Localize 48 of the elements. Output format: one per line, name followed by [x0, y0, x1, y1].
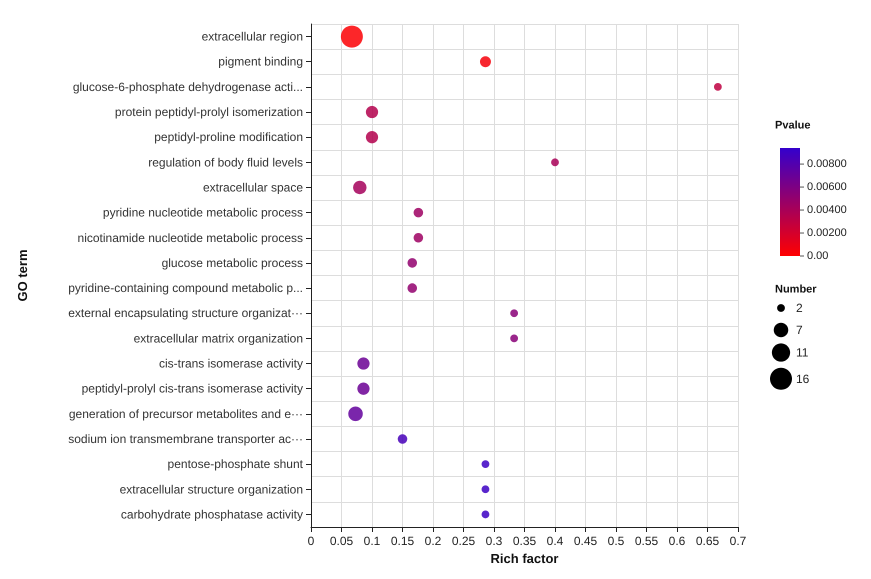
color-bar-label: 0.00800	[807, 158, 847, 170]
y-tick-label: extracellular matrix organization	[134, 331, 303, 346]
y-tick-label: extracellular space	[202, 180, 304, 194]
legend-label: 16	[796, 372, 810, 386]
y-axis-title: GO term	[15, 249, 30, 302]
y-tick-label: regulation of body fluid levels	[148, 155, 303, 170]
y-tick-label: extracellular region	[202, 30, 303, 44]
x-tick-label: 0.05	[330, 534, 354, 548]
x-tick-label: 0.3	[486, 534, 503, 548]
color-bar-label: 0.00200	[807, 227, 847, 240]
x-tick-label: 0.55	[634, 534, 658, 548]
legend-label: 7	[796, 323, 803, 337]
y-tick-label: pyridine nucleotide metabolic process	[102, 206, 303, 220]
x-tick-label: 0.65	[696, 534, 720, 548]
legend-label: 11	[796, 346, 809, 360]
y-tick-label: pentose-phosphate shunt	[168, 457, 304, 472]
y-tick-label: peptidyl-proline modification	[154, 130, 303, 144]
x-tick-label: 0.15	[390, 534, 414, 548]
legend-title: Number	[775, 284, 818, 296]
color-bar-title: Pvalue	[775, 120, 810, 132]
y-tick-label: pyridine-containing compound metabolic p...	[68, 281, 303, 296]
legend-label: 2	[796, 301, 803, 315]
y-tick-label: generation of precursor metabolites and e···	[68, 406, 303, 421]
y-tick-label: sodium ion transmembrane transporter ac···	[68, 432, 303, 446]
x-tick-label: 0.45	[574, 534, 598, 548]
x-axis-title: Rich factor	[490, 550, 558, 566]
y-tick-label: extracellular structure organization	[120, 482, 303, 496]
y-tick-label: cis-trans isomerase activity	[158, 356, 303, 371]
y-tick-label: peptidyl-prolyl cis-trans isomerase activity	[82, 382, 303, 396]
x-tick-label: 0.2	[424, 534, 442, 548]
y-tick-label: nicotinamide nucleotide metabolic process	[78, 230, 303, 245]
y-tick-label: glucose metabolic process	[162, 256, 303, 270]
color-bar-label: 0.00600	[807, 181, 847, 194]
y-tick-label: pigment binding	[218, 54, 303, 69]
x-tick-label: 0	[308, 534, 315, 548]
x-tick-label: 0.5	[608, 534, 625, 548]
x-tick-label: 0.25	[452, 534, 476, 548]
y-tick-label: external encapsulating structure organizat···	[68, 306, 303, 320]
x-tick-label: 0.7	[730, 534, 747, 548]
y-tick-label: glucose-6-phosphate dehydrogenase acti...	[72, 80, 303, 94]
color-bar-label: 0.00400	[807, 204, 847, 216]
color-bar-label: 0.00	[807, 250, 828, 262]
x-tick-label: 0.6	[668, 534, 686, 548]
x-tick-label: 0.1	[364, 534, 381, 548]
y-tick-label: carbohydrate phosphatase activity	[120, 507, 303, 522]
x-tick-label: 0.35	[512, 534, 536, 548]
x-tick-label: 0.4	[546, 534, 564, 548]
y-tick-label: protein peptidyl-prolyl isomerization	[114, 105, 303, 120]
